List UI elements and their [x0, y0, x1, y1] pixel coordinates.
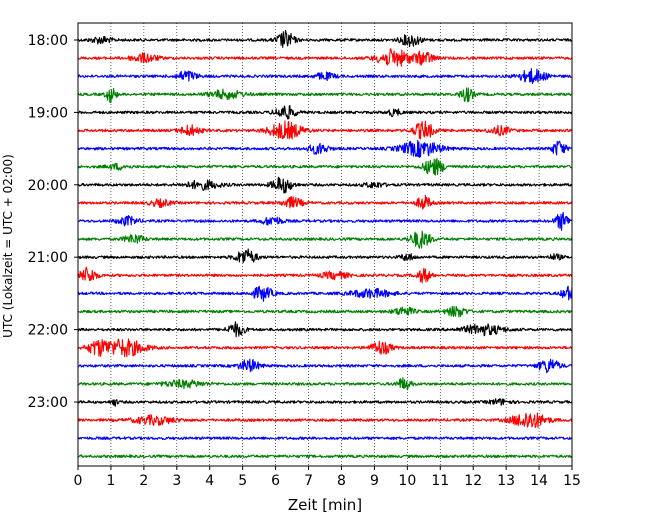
x-tick-label: 1: [106, 473, 115, 489]
trace-line: [77, 305, 573, 318]
x-tick-label: 5: [238, 473, 247, 489]
x-tick-label: 6: [271, 473, 280, 489]
trace-line: [77, 321, 573, 338]
y-tick-label: 22:00: [28, 323, 68, 339]
x-tick-label: 11: [431, 473, 449, 489]
x-tick-label: 10: [398, 473, 416, 489]
y-ticks: 18:00 19:00 20:00 21:00 22:00 23:00: [28, 33, 78, 411]
trace-line: [77, 377, 573, 391]
x-tick-label: 7: [304, 473, 313, 489]
trace-line: [77, 176, 573, 194]
trace-line: [77, 338, 573, 358]
x-tick-label: 8: [337, 473, 346, 489]
trace-line: [77, 48, 573, 67]
trace-group: [77, 29, 573, 459]
trace-line: [77, 266, 573, 284]
trace-line: [77, 68, 573, 85]
trace-line: [77, 212, 573, 231]
x-ticks: 0 1 2 3 4 5 6 7 8 9 10 11 12 13 14 15: [74, 466, 581, 489]
trace-line: [77, 139, 573, 158]
trace-line: [77, 436, 573, 441]
x-tick-label: 15: [563, 473, 581, 489]
trace-line: [77, 230, 573, 249]
plot-frame: [77, 22, 573, 467]
trace-line: [77, 157, 573, 176]
y-tick-label: 19:00: [28, 105, 68, 121]
trace-line: [77, 120, 573, 140]
trace-line: [77, 398, 573, 407]
x-tick-label: 4: [205, 473, 214, 489]
plot-area: [78, 23, 572, 466]
y-axis-label: UTC (Lokalzeit = UTC + 02:00): [1, 154, 15, 338]
y-tick-label: 21:00: [28, 250, 68, 266]
grid-lines: [110, 23, 540, 466]
x-tick-label: 12: [464, 473, 482, 489]
x-axis-label: Zeit [min]: [288, 496, 362, 514]
x-tick-label: 3: [172, 473, 181, 489]
x-tick-label: 13: [497, 473, 515, 489]
x-tick-label: 0: [74, 473, 83, 489]
trace-line: [77, 412, 573, 429]
x-tick-label: 2: [139, 473, 148, 489]
trace-line: [77, 194, 573, 210]
trace-line: [77, 285, 573, 302]
trace-line: [77, 105, 573, 120]
x-tick-label: 14: [530, 473, 548, 489]
trace-line: [77, 454, 573, 459]
trace-line: [77, 358, 573, 374]
trace-line: [77, 248, 573, 264]
x-tick-label: 9: [370, 473, 379, 489]
y-tick-label: 18:00: [28, 33, 68, 49]
y-tick-label: 20:00: [28, 178, 68, 194]
y-tick-label: 23:00: [28, 395, 68, 411]
trace-line: [77, 87, 573, 104]
trace-line: [77, 29, 573, 48]
